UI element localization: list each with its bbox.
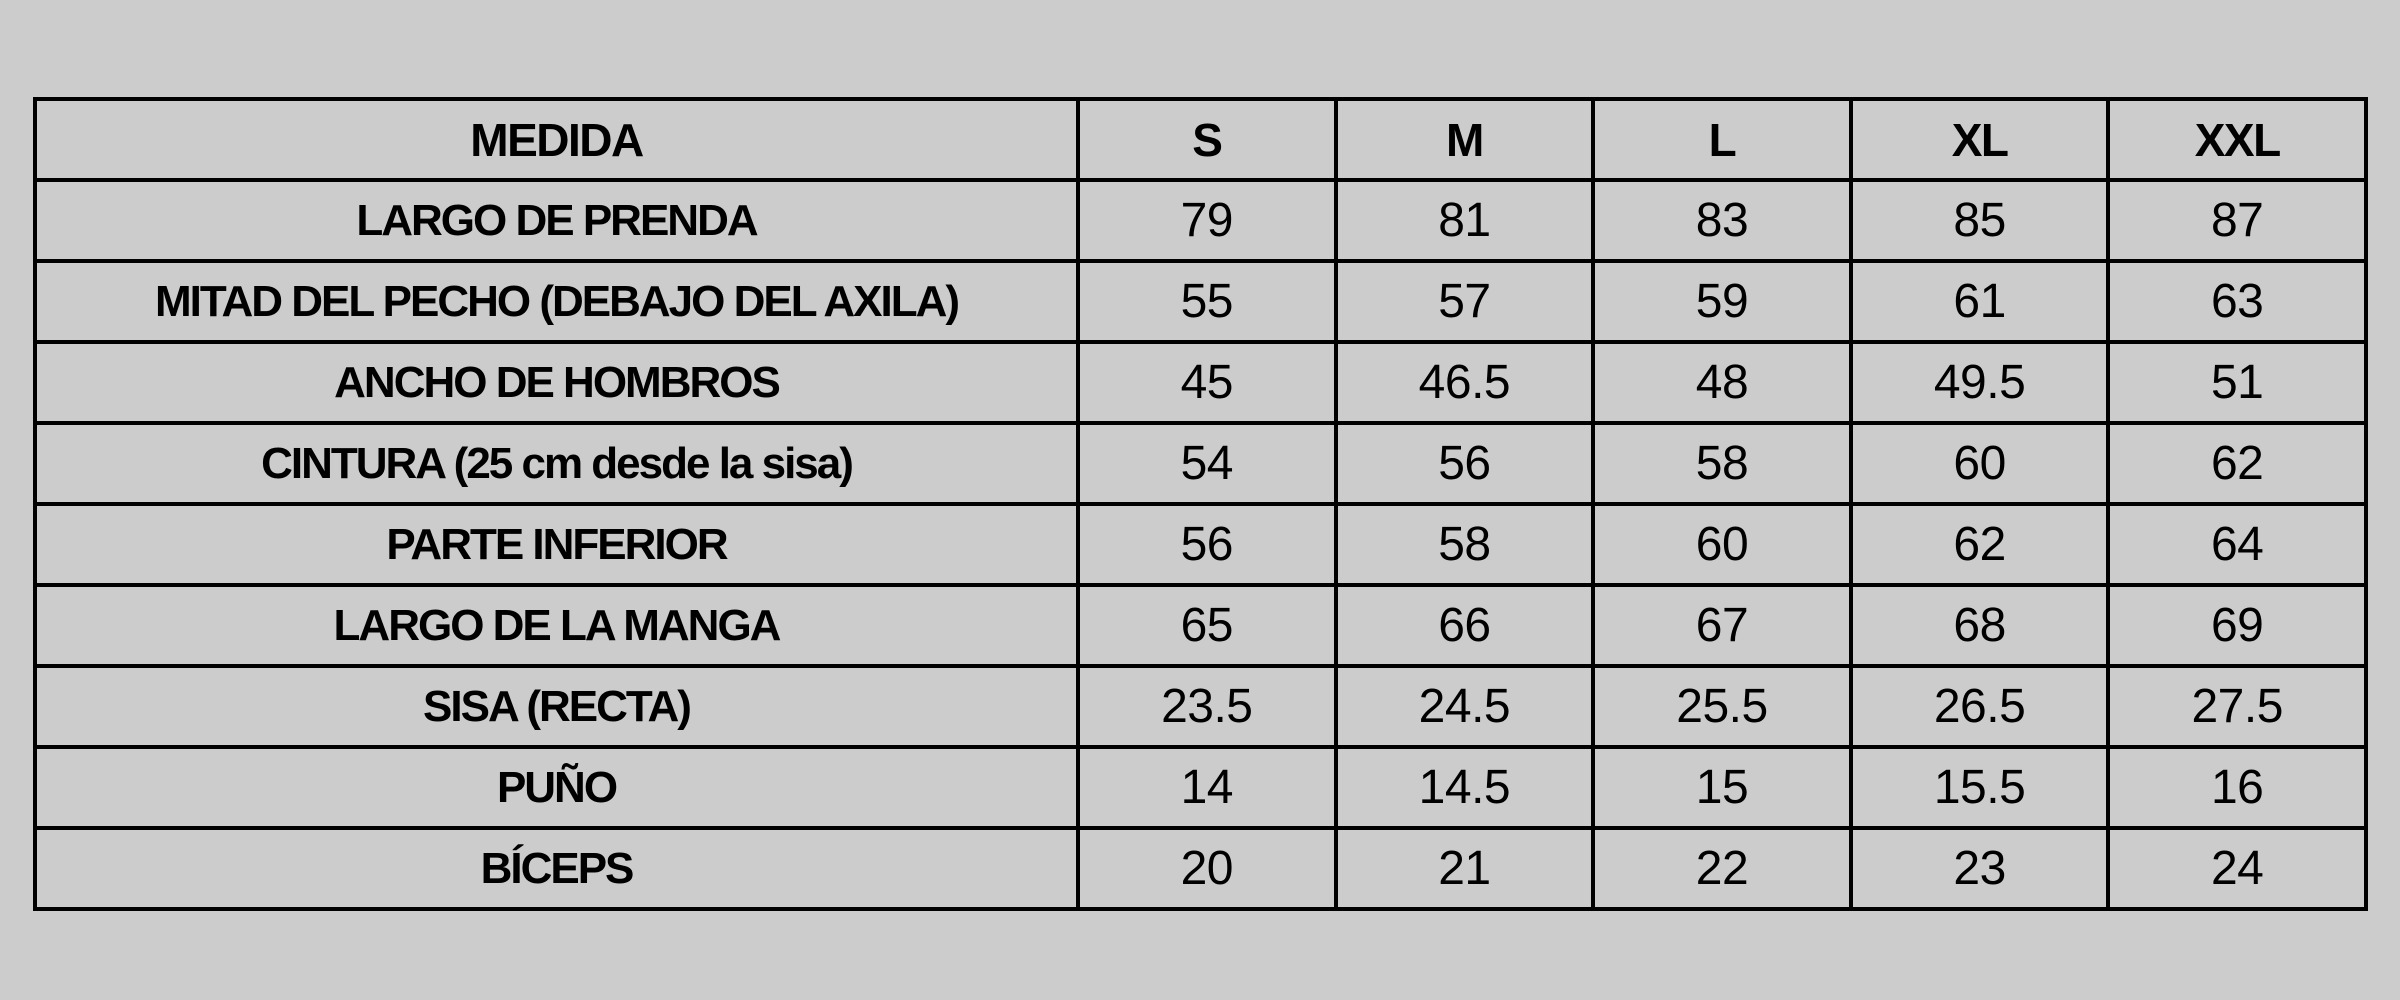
measurement-label: LARGO DE PRENDA <box>33 178 1080 263</box>
measurement-value: 14.5 <box>1333 745 1596 830</box>
measurement-value: 68 <box>1848 583 2111 668</box>
measurement-value: 69 <box>2106 583 2368 668</box>
measurement-label: PARTE INFERIOR <box>33 502 1080 587</box>
header-row: MEDIDA S M L XL XXL <box>33 97 2368 182</box>
measurement-value: 56 <box>1076 502 1338 587</box>
measurement-value: 15 <box>1591 745 1853 830</box>
measurement-value: 55 <box>1076 259 1338 344</box>
measurement-value: 58 <box>1333 502 1596 587</box>
measurement-value: 64 <box>2106 502 2368 587</box>
measurement-label: PUÑO <box>33 745 1080 830</box>
measurement-value: 62 <box>2106 421 2368 506</box>
measurement-value: 22 <box>1591 826 1853 911</box>
measurement-value: 25.5 <box>1591 664 1853 749</box>
measurement-value: 51 <box>2106 340 2368 425</box>
table-row: CINTURA (25 cm desde la sisa) 54 56 58 60 62 <box>33 421 2368 506</box>
measurement-value: 23 <box>1848 826 2111 911</box>
measurement-label: SISA (RECTA) <box>33 664 1080 749</box>
measurement-value: 54 <box>1076 421 1338 506</box>
table-row: LARGO DE LA MANGA 65 66 67 68 69 <box>33 583 2368 668</box>
measurement-label: ANCHO DE HOMBROS <box>33 340 1080 425</box>
header-medida: MEDIDA <box>33 97 1080 182</box>
measurement-value: 85 <box>1848 178 2111 263</box>
measurement-value: 60 <box>1591 502 1853 587</box>
measurement-label: LARGO DE LA MANGA <box>33 583 1080 668</box>
measurement-value: 66 <box>1333 583 1596 668</box>
measurement-value: 16 <box>2106 745 2368 830</box>
measurement-value: 59 <box>1591 259 1853 344</box>
measurement-label: MITAD DEL PECHO (DEBAJO DEL AXILA) <box>33 259 1080 344</box>
measurement-value: 81 <box>1333 178 1596 263</box>
measurement-value: 24 <box>2106 826 2368 911</box>
table-row: ANCHO DE HOMBROS 45 46.5 48 49.5 51 <box>33 340 2368 425</box>
measurement-value: 83 <box>1591 178 1853 263</box>
measurement-value: 48 <box>1591 340 1853 425</box>
table-row: MITAD DEL PECHO (DEBAJO DEL AXILA) 55 57 59… <box>33 259 2368 344</box>
measurement-value: 24.5 <box>1333 664 1596 749</box>
measurement-label: CINTURA (25 cm desde la sisa) <box>33 421 1080 506</box>
measurement-value: 46.5 <box>1333 340 1596 425</box>
header-size: L <box>1591 97 1853 182</box>
measurement-value: 61 <box>1848 259 2111 344</box>
measurement-value: 27.5 <box>2106 664 2368 749</box>
size-chart-table: MEDIDA S M L XL XXL LARGO DE PRENDA 79 81 83 85 87… <box>33 97 2368 911</box>
table-row: BÍCEPS 20 21 22 23 24 <box>33 826 2368 911</box>
measurement-value: 57 <box>1333 259 1596 344</box>
measurement-value: 23.5 <box>1076 664 1338 749</box>
table-row: PARTE INFERIOR 56 58 60 62 64 <box>33 502 2368 587</box>
measurement-value: 49.5 <box>1848 340 2111 425</box>
header-size: S <box>1076 97 1338 182</box>
measurement-value: 26.5 <box>1848 664 2111 749</box>
table-row: LARGO DE PRENDA 79 81 83 85 87 <box>33 178 2368 263</box>
measurement-value: 67 <box>1591 583 1853 668</box>
measurement-value: 45 <box>1076 340 1338 425</box>
measurement-value: 15.5 <box>1848 745 2111 830</box>
measurement-value: 63 <box>2106 259 2368 344</box>
header-size: XXL <box>2106 97 2368 182</box>
measurement-value: 60 <box>1848 421 2111 506</box>
header-size: XL <box>1848 97 2111 182</box>
measurement-value: 21 <box>1333 826 1596 911</box>
measurement-value: 79 <box>1076 178 1338 263</box>
measurement-value: 56 <box>1333 421 1596 506</box>
measurement-value: 14 <box>1076 745 1338 830</box>
table-row: SISA (RECTA) 23.5 24.5 25.5 26.5 27.5 <box>33 664 2368 749</box>
measurement-value: 62 <box>1848 502 2111 587</box>
header-size: M <box>1333 97 1596 182</box>
measurement-label: BÍCEPS <box>33 826 1080 911</box>
measurement-value: 87 <box>2106 178 2368 263</box>
measurement-value: 58 <box>1591 421 1853 506</box>
measurement-value: 65 <box>1076 583 1338 668</box>
table-row: PUÑO 14 14.5 15 15.5 16 <box>33 745 2368 830</box>
measurement-value: 20 <box>1076 826 1338 911</box>
